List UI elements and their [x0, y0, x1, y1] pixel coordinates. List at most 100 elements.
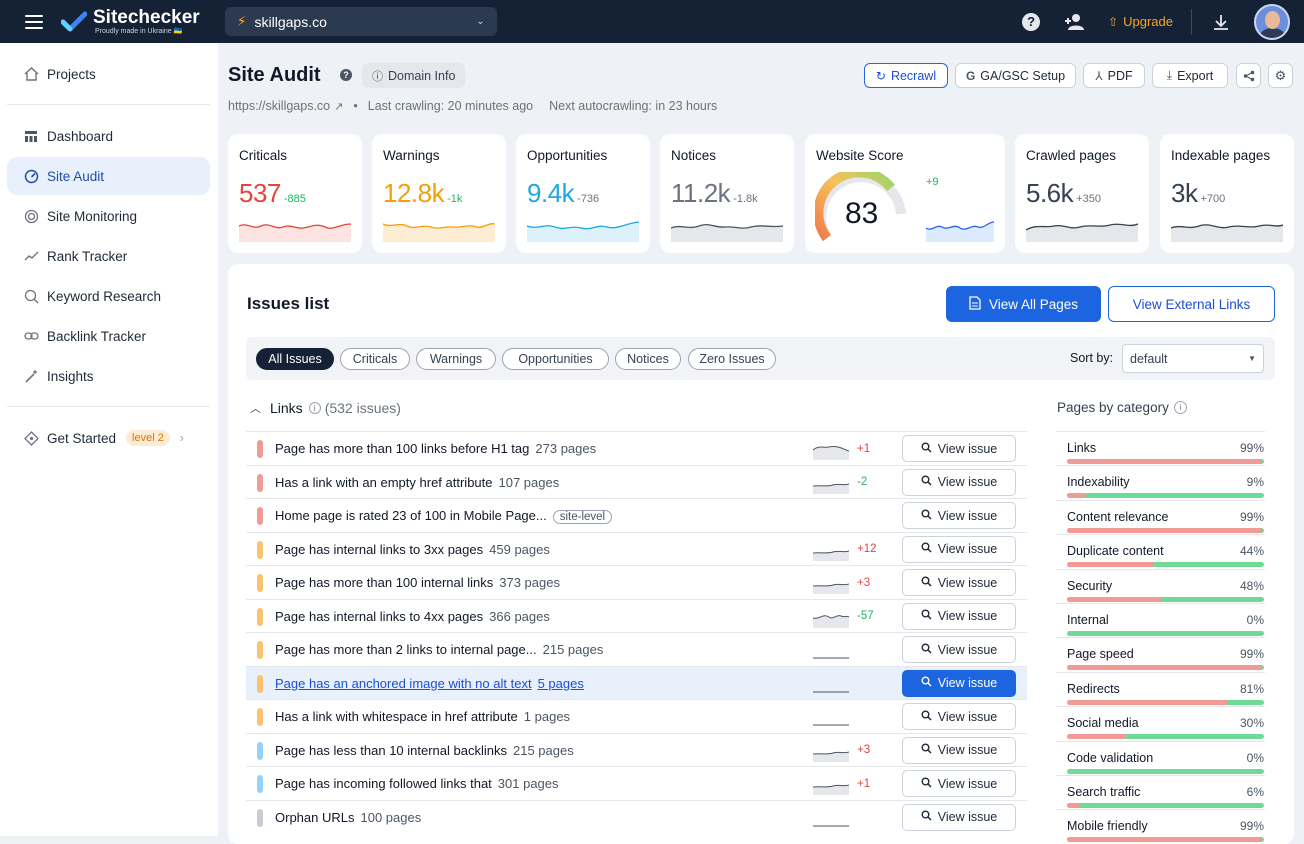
- stat-card-criticals[interactable]: Criticals 537 -885: [228, 134, 362, 253]
- separator-dot: •: [353, 99, 358, 113]
- sidebar-item-label: Site Monitoring: [47, 208, 138, 224]
- brand-subtitle: Proudly made in Ukraine 🇺🇦: [95, 27, 183, 35]
- issue-row[interactable]: Page has less than 10 internal backlinks…: [246, 732, 1027, 767]
- logo[interactable]: Sitechecker Proudly made in Ukraine 🇺🇦: [61, 8, 200, 36]
- issue-page-count[interactable]: 5 pages: [537, 675, 584, 691]
- sort-select[interactable]: default ▼: [1122, 344, 1264, 373]
- stat-card-notices[interactable]: Notices 11.2k -1.8k: [660, 134, 794, 253]
- sidebar-item-rank-tracker[interactable]: Rank Tracker: [7, 237, 210, 275]
- site-url-link[interactable]: https://skillgaps.co: [228, 99, 331, 113]
- category-row[interactable]: Duplicate content 44%: [1056, 534, 1265, 568]
- upgrade-button[interactable]: ⇧ Upgrade: [1108, 14, 1173, 29]
- filter-chip-opportunities[interactable]: Opportunities: [502, 348, 609, 370]
- sidebar-item-backlink-tracker[interactable]: Backlink Tracker: [7, 317, 210, 355]
- gear-icon: ⚙: [1274, 67, 1287, 83]
- issue-row[interactable]: Has a link with an empty href attribute 1…: [246, 464, 1027, 499]
- search-icon: [921, 509, 932, 523]
- info-icon[interactable]: i: [308, 402, 321, 414]
- view-issue-button[interactable]: View issue: [902, 803, 1016, 831]
- view-external-links-button[interactable]: View External Links: [1108, 286, 1275, 322]
- view-issue-button[interactable]: View issue: [902, 602, 1016, 630]
- issue-row[interactable]: Page has internal links to 3xx pages 459 …: [246, 531, 1027, 566]
- category-name: Page speed: [1067, 647, 1134, 662]
- download-icon[interactable]: [1210, 11, 1232, 33]
- ga-gsc-setup-button[interactable]: G GA/GSC Setup: [955, 63, 1076, 88]
- filter-chip-all-issues[interactable]: All Issues: [256, 348, 334, 370]
- stat-value: 11.2k -1.8k: [671, 178, 758, 208]
- filter-chip-criticals[interactable]: Criticals: [340, 348, 410, 370]
- category-row[interactable]: Indexability 9%: [1056, 465, 1265, 499]
- sidebar-item-label: Backlink Tracker: [47, 328, 147, 344]
- stat-card-website-score[interactable]: Website Score 83 +9: [805, 134, 1005, 253]
- view-issue-button[interactable]: View issue: [902, 435, 1016, 462]
- domain-info-button[interactable]: ⓘ Domain Info: [362, 63, 466, 88]
- help-icon[interactable]: ?: [1020, 11, 1042, 33]
- view-issue-button[interactable]: View issue: [902, 569, 1016, 596]
- export-button[interactable]: ⤓ Export: [1152, 63, 1228, 88]
- avatar[interactable]: [1254, 3, 1290, 40]
- view-issue-button[interactable]: View issue: [902, 736, 1016, 764]
- issue-trend-sparkline: [813, 483, 849, 494]
- category-row[interactable]: Security 48%: [1056, 568, 1265, 603]
- category-row[interactable]: Links 99%: [1056, 431, 1265, 465]
- filter-chip-notices[interactable]: Notices: [615, 348, 681, 370]
- issues-panel: Issues list View All Pages View External…: [228, 264, 1294, 844]
- issue-group-links[interactable]: ︿ Links i (532 issues): [250, 400, 401, 416]
- stat-card-indexable-pages[interactable]: Indexable pages 3k +700: [1160, 134, 1294, 253]
- issue-row[interactable]: Home page is rated 23 of 100 in Mobile P…: [246, 498, 1027, 532]
- issues-title: Issues list: [247, 294, 330, 313]
- filter-chip-zero-issues[interactable]: Zero Issues: [688, 348, 776, 370]
- info-icon[interactable]: i: [1173, 401, 1187, 414]
- view-issue-button[interactable]: View issue: [902, 502, 1016, 529]
- category-row[interactable]: Redirects 81%: [1056, 671, 1265, 706]
- category-row[interactable]: Content relevance 99%: [1056, 499, 1265, 534]
- issue-row[interactable]: Page has more than 100 links before H1 t…: [246, 431, 1027, 465]
- sidebar-item-projects[interactable]: Projects: [7, 55, 210, 93]
- issue-row[interactable]: Page has more than 2 links to internal p…: [246, 632, 1027, 666]
- category-row[interactable]: Search traffic 6%: [1056, 775, 1265, 809]
- external-link-icon[interactable]: ↗: [334, 100, 344, 113]
- filter-chip-warnings[interactable]: Warnings: [416, 348, 496, 370]
- share-button[interactable]: [1236, 63, 1261, 88]
- issue-row[interactable]: Page has more than 100 internal links 373…: [246, 565, 1027, 599]
- settings-button[interactable]: ⚙: [1268, 63, 1293, 88]
- pdf-button[interactable]: ⅄ PDF: [1083, 63, 1145, 88]
- view-issue-button[interactable]: View issue: [902, 669, 1016, 697]
- stat-card-warnings[interactable]: Warnings 12.8k -1k: [372, 134, 506, 253]
- issue-row[interactable]: Has a link with whitespace in href attri…: [246, 699, 1027, 733]
- view-issue-button[interactable]: View issue: [902, 468, 1016, 496]
- share-icon: [1243, 70, 1254, 81]
- view-issue-button[interactable]: View issue: [902, 535, 1016, 563]
- issue-row[interactable]: Page has incoming followed links that 301…: [246, 766, 1027, 800]
- category-row[interactable]: Internal 0%: [1056, 603, 1265, 637]
- category-row[interactable]: Mobile friendly 99%: [1056, 809, 1265, 843]
- add-user-icon[interactable]: [1064, 11, 1086, 33]
- help-icon[interactable]: ?: [340, 69, 352, 81]
- category-row[interactable]: Social media 30%: [1056, 706, 1265, 740]
- stat-delta: +700: [1200, 193, 1226, 205]
- view-issue-button[interactable]: View issue: [902, 703, 1016, 730]
- sidebar-item-get-started[interactable]: Get Started level 2 ›: [7, 419, 210, 457]
- trend-icon: [22, 247, 40, 265]
- view-issue-button[interactable]: View issue: [902, 770, 1016, 797]
- issue-row[interactable]: Page has internal links to 4xx pages 366 …: [246, 598, 1027, 633]
- issue-row[interactable]: Page has an anchored image with no alt t…: [246, 665, 1027, 700]
- issue-row[interactable]: Orphan URLs 100 pages View issue: [246, 799, 1027, 834]
- recrawl-button[interactable]: ↻ Recrawl: [864, 63, 948, 88]
- category-progress-fill: [1067, 803, 1079, 808]
- sidebar-item-site-audit[interactable]: Site Audit: [7, 157, 210, 195]
- category-name: Duplicate content: [1067, 544, 1164, 559]
- sidebar-item-insights[interactable]: Insights: [7, 357, 210, 395]
- sidebar-item-keyword-research[interactable]: Keyword Research: [7, 277, 210, 315]
- stat-card-crawled-pages[interactable]: Crawled pages 5.6k +350: [1015, 134, 1149, 253]
- issue-name[interactable]: Page has an anchored image with no alt t…: [275, 675, 584, 691]
- category-row[interactable]: Code validation 0%: [1056, 740, 1265, 775]
- stat-card-opportunities[interactable]: Opportunities 9.4k -736: [516, 134, 650, 253]
- hamburger-menu-icon[interactable]: [25, 14, 43, 29]
- sidebar-item-site-monitoring[interactable]: Site Monitoring: [7, 197, 210, 235]
- view-issue-button[interactable]: View issue: [902, 636, 1016, 663]
- project-selector[interactable]: ⚡ skillgaps.co ⌄: [224, 7, 497, 36]
- sidebar-item-dashboard[interactable]: Dashboard: [7, 117, 210, 155]
- view-all-pages-button[interactable]: View All Pages: [946, 286, 1101, 322]
- category-row[interactable]: Page speed 99%: [1056, 637, 1265, 671]
